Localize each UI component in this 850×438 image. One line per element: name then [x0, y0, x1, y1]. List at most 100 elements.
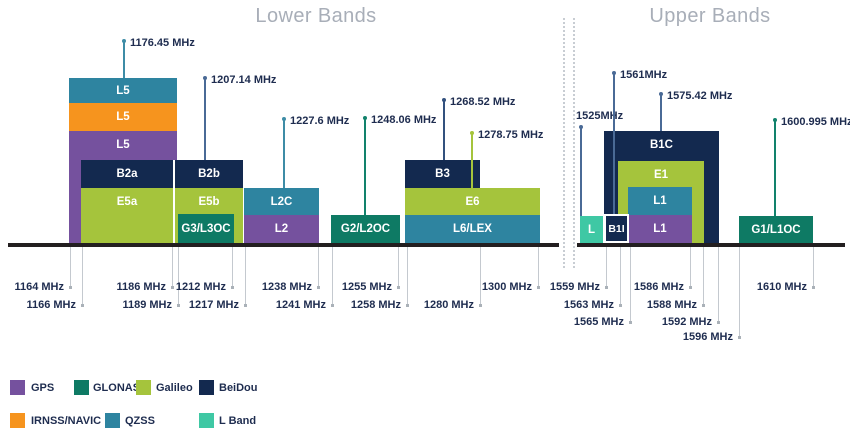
- legend-beidou: BeiDou: [199, 380, 258, 395]
- legend-lband-swatch: [199, 413, 214, 428]
- band-g1-l1oc: G1/L1OC: [739, 216, 813, 243]
- legend-glonass: GLONASS: [74, 380, 147, 395]
- band-l2c-label: L2C: [270, 195, 293, 208]
- upper-bands-title: Upper Bands: [649, 5, 771, 27]
- tick-1241-label: 1241 MHz: [275, 299, 326, 311]
- legend-qzss: QZSS: [105, 413, 155, 428]
- tick-1559-line: [605, 247, 607, 287]
- legend-glonass-swatch: [74, 380, 89, 395]
- marker-1525-label: 1525MHz: [576, 110, 624, 122]
- band-b1i: B1I: [604, 214, 629, 243]
- band-separator-dotted-line-1: [563, 18, 565, 268]
- marker-1575-42-dot: [659, 92, 663, 96]
- band-l2: L2: [244, 215, 319, 243]
- band-b3-label: B3: [435, 168, 450, 180]
- marker-1575-42-line: [660, 94, 662, 131]
- band-b1c-label: B1C: [649, 139, 673, 151]
- band-l5-qzss-label: L5: [116, 84, 130, 97]
- band-e5b-label: E5b: [198, 196, 220, 208]
- marker-1268-52-line: [443, 100, 445, 160]
- tick-1166-line: [81, 247, 83, 305]
- band-e5a: E5a: [81, 188, 173, 243]
- tick-1186-dot: [170, 286, 174, 289]
- tick-1596-dot: [737, 336, 741, 339]
- tick-1164-label: 1164 MHz: [14, 281, 64, 293]
- tick-1586-line: [689, 247, 691, 287]
- marker-1176-45-dot: [122, 39, 126, 43]
- tick-1255-dot: [396, 286, 400, 289]
- tick-1586-label: 1586 MHz: [633, 281, 684, 293]
- legend-qzss-swatch: [105, 413, 120, 428]
- marker-1268-52-label: 1268.52 MHz: [450, 96, 516, 108]
- tick-1217-label: 1217 MHz: [188, 299, 239, 311]
- tick-1610-dot: [811, 286, 815, 289]
- tick-1164-line: [69, 247, 71, 287]
- tick-1241-dot: [330, 304, 334, 307]
- tick-1588-dot: [701, 304, 705, 307]
- tick-1565-line: [629, 247, 631, 322]
- marker-1575-42-label: 1575.42 MHz: [667, 90, 733, 102]
- tick-1186-label: 1186 MHz: [116, 281, 166, 293]
- tick-1592-label: 1592 MHz: [661, 316, 712, 328]
- tick-1592-line: [717, 247, 719, 322]
- frequency-axis-lower: [8, 243, 559, 247]
- marker-1176-45-label: 1176.45 MHz: [130, 37, 195, 49]
- marker-1248-06-label: 1248.06 MHz: [371, 114, 437, 126]
- band-b2b: B2b: [173, 160, 243, 188]
- tick-1217-dot: [243, 304, 247, 307]
- tick-1563-label: 1563 MHz: [563, 299, 614, 311]
- marker-1561-line: [613, 73, 615, 214]
- legend-gps: GPS: [10, 380, 54, 395]
- legend-beidou-label: BeiDou: [219, 381, 258, 394]
- band-l6-lex: L6/LEX: [405, 215, 540, 243]
- tick-1238-label: 1238 MHz: [261, 281, 312, 293]
- tick-1300-label: 1300 MHz: [481, 281, 532, 293]
- tick-1258-line: [406, 247, 408, 305]
- tick-1559-dot: [604, 286, 608, 289]
- tick-1559-label: 1559 MHz: [549, 281, 600, 293]
- tick-1610-label: 1610 MHz: [756, 281, 807, 293]
- tick-1592-dot: [716, 321, 720, 324]
- legend-beidou-swatch: [199, 380, 214, 395]
- tick-1596-label: 1596 MHz: [682, 331, 733, 343]
- band-e6-label: E6: [465, 195, 480, 208]
- legend-galileo-swatch: [136, 380, 151, 395]
- tick-1596-line: [738, 247, 740, 337]
- tick-1565-dot: [628, 321, 632, 324]
- band-b3: B3: [405, 160, 480, 188]
- marker-1176-45-line: [123, 41, 125, 78]
- legend-lband-label: L Band: [219, 414, 257, 427]
- band-l1-gps-label: L1: [653, 223, 667, 235]
- tick-1258-label: 1258 MHz: [350, 299, 401, 311]
- tick-1164-dot: [68, 286, 72, 289]
- tick-1238-line: [317, 247, 319, 287]
- band-separator-dotted-line-2: [573, 18, 575, 268]
- tick-1300-line: [537, 247, 539, 287]
- marker-1227-6-line: [283, 119, 285, 188]
- legend-glonass-label: GLONASS: [93, 381, 148, 394]
- legend-galileo-label: Galileo: [156, 381, 193, 394]
- tick-1217-line: [244, 247, 246, 305]
- tick-1300-dot: [536, 286, 540, 289]
- tick-1212-line: [231, 247, 233, 287]
- legend-lband: L Band: [199, 413, 256, 428]
- marker-1248-06-dot: [363, 116, 367, 120]
- band-l5-gps-label: L5: [116, 139, 130, 151]
- legend-gps-label: GPS: [31, 381, 55, 394]
- tick-1565-label: 1565 MHz: [573, 316, 624, 328]
- legend-gps-swatch: [10, 380, 25, 395]
- tick-1588-line: [702, 247, 704, 305]
- tick-1189-dot: [176, 304, 180, 307]
- band-l1-qzss-label: L1: [653, 195, 667, 207]
- band-g3-l3oc: G3/L3OC: [178, 214, 234, 243]
- marker-1600-995-line: [774, 120, 776, 216]
- lower-bands-title: Lower Bands: [255, 5, 377, 27]
- marker-1207-14-label: 1207.14 MHz: [211, 74, 277, 86]
- band-l5-qzss: L5: [69, 78, 177, 103]
- marker-1525-dot: [579, 125, 583, 129]
- tick-1189-line: [177, 247, 179, 305]
- marker-1227-6-dot: [282, 117, 286, 121]
- marker-1227-6-label: 1227.6 MHz: [290, 115, 350, 127]
- tick-1212-label: 1212 MHz: [175, 281, 226, 293]
- marker-1278-75-line: [471, 133, 473, 188]
